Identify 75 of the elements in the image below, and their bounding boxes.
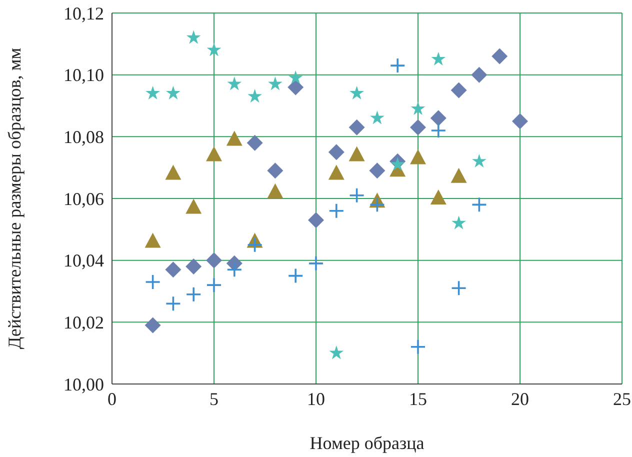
point <box>226 262 242 278</box>
point <box>144 274 161 290</box>
x-tick-label: 20 <box>511 388 529 409</box>
point <box>288 70 303 84</box>
point <box>165 262 182 278</box>
y-tick-label: 10,06 <box>64 188 104 209</box>
point <box>452 216 466 230</box>
point <box>370 110 384 124</box>
x-tick-label: 25 <box>613 388 631 409</box>
point <box>186 30 201 44</box>
point <box>165 296 182 312</box>
point <box>390 156 405 171</box>
point <box>328 144 344 160</box>
point <box>206 146 222 162</box>
point <box>166 86 180 100</box>
y-tick-label: 10,08 <box>64 127 104 148</box>
point <box>246 236 263 253</box>
point <box>410 149 426 164</box>
point <box>348 146 365 162</box>
x-axis-title: Номер образца <box>310 433 424 453</box>
point <box>248 88 262 103</box>
x-tick-label: 0 <box>108 388 116 409</box>
x-tick-label: 5 <box>210 388 218 409</box>
point <box>350 86 364 100</box>
point <box>471 196 488 213</box>
x-tick-label: 10 <box>307 388 325 409</box>
point <box>328 164 344 180</box>
point <box>369 162 386 179</box>
y-axis-title: Действительные размеры образцов, мм <box>4 48 24 350</box>
point <box>268 76 282 90</box>
x-tick-label: 15 <box>409 388 427 409</box>
point <box>146 86 160 100</box>
point <box>144 317 161 334</box>
point <box>430 122 446 138</box>
point <box>186 286 202 302</box>
point <box>512 113 528 130</box>
point <box>206 252 222 268</box>
point <box>206 277 222 293</box>
point <box>492 48 508 64</box>
y-tick-label: 10,00 <box>64 374 104 394</box>
point <box>471 66 488 83</box>
point <box>369 196 386 213</box>
y-tick-label: 10,02 <box>64 312 104 333</box>
point <box>430 190 446 204</box>
point <box>430 110 446 126</box>
point <box>165 164 182 180</box>
y-tick-label: 10,04 <box>64 250 104 271</box>
point <box>348 188 365 204</box>
point <box>226 130 242 146</box>
point <box>288 79 304 96</box>
point <box>390 58 406 74</box>
y-tick-label: 10,12 <box>64 3 104 24</box>
point <box>329 346 344 360</box>
point <box>431 52 446 66</box>
point <box>410 119 426 136</box>
point <box>308 256 324 272</box>
point <box>267 183 284 198</box>
point <box>410 101 426 115</box>
point <box>186 198 202 214</box>
point <box>246 134 263 151</box>
point <box>348 119 365 136</box>
point <box>328 202 344 219</box>
point <box>450 82 467 98</box>
point <box>206 42 222 56</box>
point <box>227 76 242 90</box>
point <box>186 258 202 275</box>
point <box>450 280 467 296</box>
point <box>308 212 324 228</box>
point <box>267 162 284 179</box>
point <box>450 168 467 183</box>
point <box>472 154 486 168</box>
y-tick-label: 10,10 <box>64 65 104 86</box>
point <box>288 268 304 284</box>
point <box>144 232 161 248</box>
point <box>410 339 426 355</box>
